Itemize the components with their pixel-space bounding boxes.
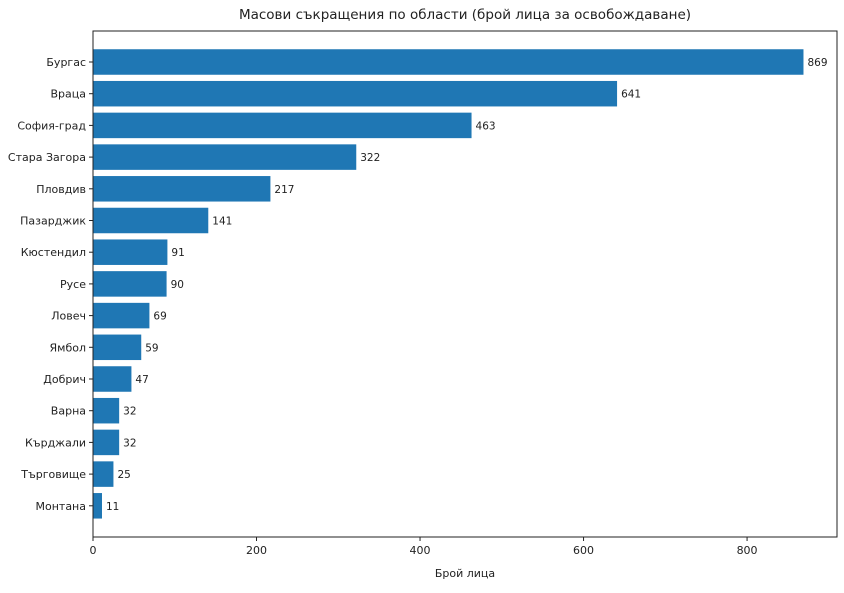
bar-4 — [93, 144, 357, 170]
category-label: Стара Загора — [8, 151, 86, 164]
category-label: Русе — [60, 278, 86, 291]
bar-14 — [93, 461, 114, 487]
category-label: Ямбол — [50, 341, 87, 354]
bar-2 — [93, 80, 618, 107]
category-label: Пазарджик — [20, 215, 86, 228]
data-label: 47 — [135, 374, 148, 386]
x-axis-label: Брой лица — [435, 567, 495, 580]
data-label: 869 — [807, 57, 827, 69]
bar-13 — [93, 429, 120, 456]
data-label: 69 — [153, 311, 166, 323]
data-label: 25 — [117, 469, 130, 481]
data-label: 463 — [476, 120, 496, 132]
bar-11 — [93, 366, 132, 392]
bar-6 — [93, 207, 209, 234]
category-label: Търговище — [20, 468, 86, 481]
data-label: 90 — [171, 279, 184, 291]
x-tick-label: 200 — [246, 544, 267, 557]
category-label: Варна — [51, 405, 86, 418]
plot-area: Бургас 869 Враца 641 София-град 463 Стара Заго… — [8, 30, 838, 557]
plot-frame — [92, 30, 838, 538]
data-label: 141 — [212, 216, 232, 228]
data-label: 322 — [360, 152, 380, 164]
bar-8 — [93, 271, 167, 297]
category-label: Бургас — [46, 56, 86, 69]
bar-3 — [93, 112, 472, 139]
bar-10 — [93, 334, 142, 361]
data-label: 11 — [106, 501, 119, 513]
data-label: 217 — [274, 184, 294, 196]
category-label: София-град — [17, 119, 86, 132]
data-label: 641 — [621, 89, 641, 101]
category-label: Кюстендил — [21, 246, 86, 259]
data-label: 32 — [123, 437, 136, 449]
x-tick-label: 0 — [90, 544, 97, 557]
bar-15 — [93, 493, 102, 519]
bar-1 — [93, 49, 804, 75]
bar-12 — [93, 397, 120, 424]
category-label: Враца — [51, 88, 87, 101]
data-label: 91 — [171, 247, 184, 259]
category-label: Кърджали — [25, 436, 86, 449]
category-label: Ловеч — [51, 310, 86, 323]
bar-5 — [93, 176, 271, 202]
x-tick-label: 400 — [410, 544, 431, 557]
bar-7 — [93, 239, 168, 265]
x-tick-label: 800 — [737, 544, 758, 557]
x-tick-label: 600 — [573, 544, 594, 557]
data-label: 32 — [123, 406, 136, 418]
chart-title: Масови съкращения по области (брой лица … — [239, 7, 691, 23]
data-label: 59 — [145, 342, 158, 354]
category-label: Монтана — [36, 500, 87, 513]
category-label: Добрич — [43, 373, 86, 386]
bar-9 — [93, 302, 150, 329]
category-label: Пловдив — [36, 183, 86, 196]
